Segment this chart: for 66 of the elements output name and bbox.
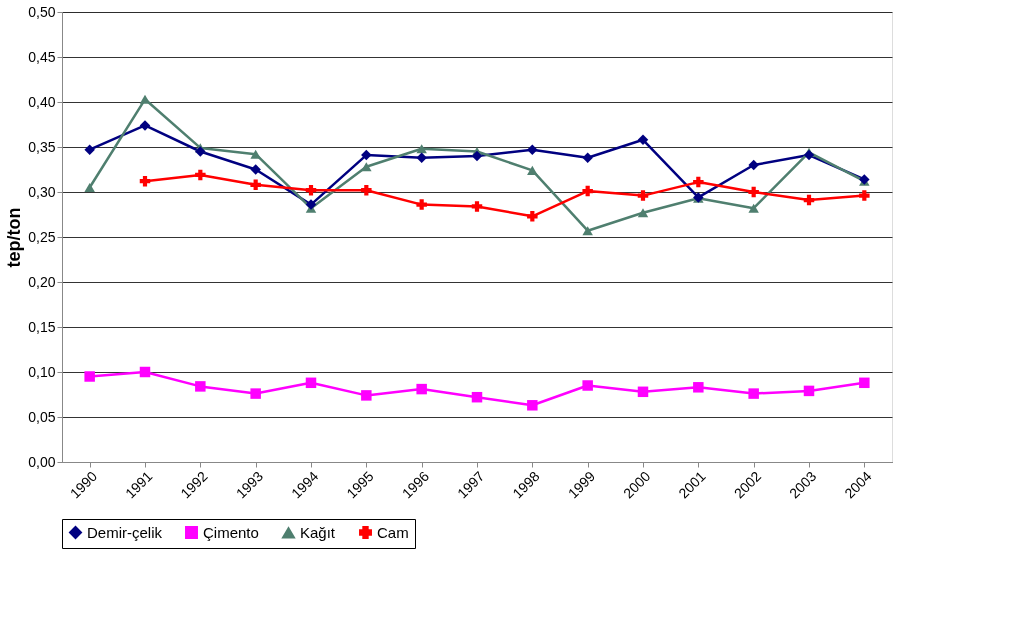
point [527, 211, 538, 222]
point [305, 377, 317, 389]
point [803, 149, 815, 161]
point [637, 134, 649, 146]
point [582, 185, 593, 197]
point [748, 388, 759, 399]
point [361, 149, 372, 161]
point [139, 175, 151, 187]
point [305, 184, 317, 196]
y-tick-label: 0,35 [28, 138, 56, 155]
y-tick-label: 0,20 [28, 273, 56, 290]
point [471, 201, 483, 212]
point [803, 385, 815, 397]
y-tick-label: 0,05 [28, 408, 56, 425]
point [416, 199, 427, 210]
point [305, 199, 317, 210]
legend-label: Cam [377, 523, 409, 541]
point [139, 366, 151, 378]
point [582, 152, 593, 164]
point [527, 400, 538, 411]
point [582, 226, 593, 236]
y-tick-label: 0,25 [28, 228, 56, 245]
y-tick-label: 0,30 [28, 183, 56, 200]
point [471, 150, 483, 162]
point [361, 162, 372, 172]
point [693, 176, 704, 188]
legend-label: Kağıt [300, 523, 336, 541]
y-tick-label: 0,10 [28, 363, 56, 380]
point [748, 186, 759, 198]
point [139, 120, 151, 131]
point [195, 381, 206, 392]
point [582, 380, 593, 391]
point [637, 208, 649, 218]
y-axis-title: tep/ton [4, 207, 25, 268]
point [250, 179, 261, 191]
point [748, 159, 759, 171]
point [527, 165, 538, 175]
y-tick-label: 0,50 [28, 3, 56, 20]
point [637, 386, 649, 398]
point [859, 190, 870, 201]
legend-label: Demir-çelik [87, 523, 163, 541]
point [748, 203, 759, 213]
point [250, 388, 261, 399]
point [637, 190, 649, 201]
point [416, 383, 427, 395]
point [84, 144, 95, 155]
y-tick-label: 0,00 [28, 453, 56, 470]
point [84, 182, 95, 193]
y-tick-label: 0,40 [28, 93, 56, 110]
point [361, 184, 372, 196]
point [471, 391, 483, 403]
point [84, 371, 95, 382]
point [361, 390, 372, 401]
point [195, 169, 206, 181]
point [195, 146, 206, 157]
point [803, 194, 815, 206]
point [527, 144, 538, 155]
point [250, 149, 261, 159]
y-tick-label: 0,45 [28, 48, 56, 65]
point [693, 382, 704, 393]
legend-label: Çimento [203, 523, 259, 541]
y-tick-label: 0,15 [28, 318, 56, 335]
point [416, 144, 427, 154]
point [859, 377, 870, 389]
point [250, 164, 261, 175]
point [416, 152, 427, 164]
